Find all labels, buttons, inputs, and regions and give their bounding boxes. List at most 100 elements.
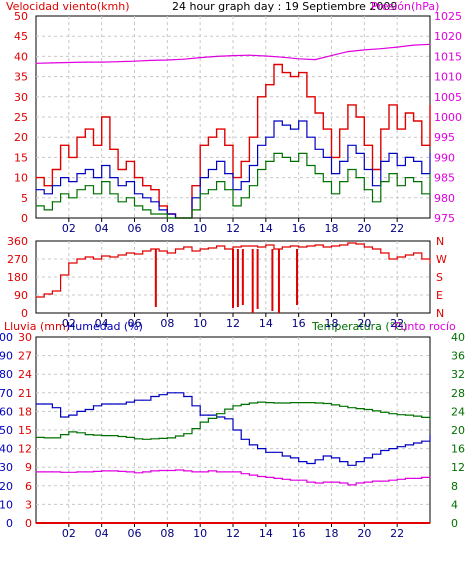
wind-data-point — [413, 181, 415, 183]
pressure-tick-label: 1025 — [434, 10, 462, 23]
wind-speed-tick-label: 50 — [14, 10, 28, 23]
wind-pressure-panel: 0510152025303540455097598098599099510001… — [14, 10, 462, 235]
wind-direction-data-point — [322, 246, 324, 248]
wind-data-point — [265, 160, 267, 162]
avg-data-point — [199, 177, 201, 179]
humidity-data-point — [207, 414, 209, 416]
wind-data-point — [298, 152, 300, 154]
wind-direction-data-point — [330, 245, 333, 247]
humidity-data-point — [191, 405, 193, 407]
wind-data-point — [257, 168, 259, 171]
pressure-data-point — [150, 59, 152, 62]
humidity-data-point — [298, 461, 300, 463]
pressure-data-point — [101, 61, 103, 63]
wind-data-point — [133, 205, 136, 207]
pressure-data-point — [68, 61, 70, 64]
direction-compass-tick-label: N — [436, 235, 444, 248]
dewpoint-data-point — [76, 471, 78, 473]
dewpoint-data-point — [421, 476, 423, 478]
pressure-axis-title: Presión(hPa) — [371, 0, 439, 13]
wind-data-point — [51, 201, 54, 203]
dewpoint-data-point — [314, 482, 316, 484]
humidity-data-point — [142, 399, 144, 401]
pressure-data-point — [133, 60, 136, 62]
avg-data-point — [109, 177, 111, 179]
humidity-tick-label: 40 — [0, 443, 13, 456]
dewpoint-data-point — [133, 472, 136, 474]
gust-data-point — [240, 160, 242, 162]
temperature-tick-label: 12 — [451, 461, 465, 474]
avg-data-point — [322, 156, 324, 158]
humidity-data-point — [101, 403, 103, 405]
temperature-tick-label: 28 — [451, 387, 465, 400]
dewpoint-data-point — [109, 470, 111, 472]
wind-data-point — [183, 217, 185, 219]
avg-data-point — [396, 164, 398, 167]
wind-data-point — [322, 181, 324, 183]
wind-direction-data-point — [404, 254, 406, 256]
temperature-data-point — [257, 401, 259, 403]
dewpoint-data-point — [43, 471, 45, 473]
humidity-temperature-panel: 0102030405060708090100036912151821242730… — [0, 331, 465, 540]
humidity-tick-label: 70 — [0, 387, 13, 400]
humidity-data-point — [322, 455, 324, 457]
rain-data-point — [429, 522, 431, 524]
gust-data-point — [265, 84, 267, 86]
dewpoint-data-point — [191, 471, 193, 473]
x-tick-label: 06 — [128, 317, 142, 330]
temperature-data-point — [68, 431, 70, 433]
temperature-data-point — [125, 436, 127, 438]
gust-data-point — [306, 96, 308, 98]
avg-data-point — [306, 136, 308, 138]
wind-direction-data-point — [314, 244, 316, 246]
pressure-data-point — [248, 54, 250, 56]
avg-data-point — [84, 168, 86, 171]
humidity-data-point — [76, 410, 78, 412]
wind-data-point — [117, 201, 119, 203]
wind-direction-data-point — [396, 256, 398, 258]
pressure-data-point — [281, 56, 283, 58]
pressure-data-point — [413, 44, 415, 46]
gust-data-point — [133, 177, 136, 179]
dewpoint-data-point — [142, 471, 144, 473]
wind-direction-data-point — [60, 274, 62, 276]
x-tick-label: 08 — [160, 222, 174, 235]
wind-direction-data-point — [289, 245, 292, 247]
dewpoint-data-point — [174, 469, 177, 471]
temperature-data-point — [216, 413, 218, 415]
temperature-tick-label: 24 — [451, 405, 465, 418]
dewpoint-data-point — [150, 470, 152, 472]
dewpoint-data-point — [166, 469, 168, 472]
wind-data-point — [216, 181, 218, 183]
temperature-tick-label: 8 — [451, 480, 458, 493]
wind-data-point — [109, 193, 111, 195]
humidity-data-point — [314, 459, 316, 461]
temperature-data-point — [232, 405, 234, 407]
pressure-data-point — [314, 59, 316, 61]
dewpoint-data-point — [224, 471, 226, 473]
humidity-tick-label: 30 — [0, 461, 13, 474]
humidity-data-point — [240, 438, 242, 440]
gust-data-point — [150, 189, 152, 191]
dewpoint-data-point — [92, 470, 95, 472]
temperature-data-point — [183, 433, 185, 435]
pressure-data-point — [199, 57, 201, 59]
rain-tick-label: 9 — [25, 461, 32, 474]
dewpoint-data-point — [413, 477, 415, 479]
temperature-data-point — [388, 413, 390, 415]
temperature-data-point — [240, 403, 242, 405]
gust-data-point — [248, 136, 250, 138]
wind-direction-data-point — [51, 290, 54, 292]
gust-data-point — [298, 72, 300, 74]
humidity-data-point — [125, 401, 127, 403]
avg-data-point — [339, 160, 341, 162]
humidity-data-point — [174, 392, 177, 394]
rain-tick-label: 18 — [18, 405, 32, 418]
humidity-data-point — [68, 414, 70, 416]
pressure-data-point — [232, 55, 234, 57]
wind-direction-data-point — [207, 247, 209, 249]
dewpoint-data-point — [404, 477, 406, 479]
avg-data-point — [117, 185, 119, 187]
temperature-data-point — [330, 404, 333, 406]
dewpoint-data-point — [380, 480, 382, 482]
